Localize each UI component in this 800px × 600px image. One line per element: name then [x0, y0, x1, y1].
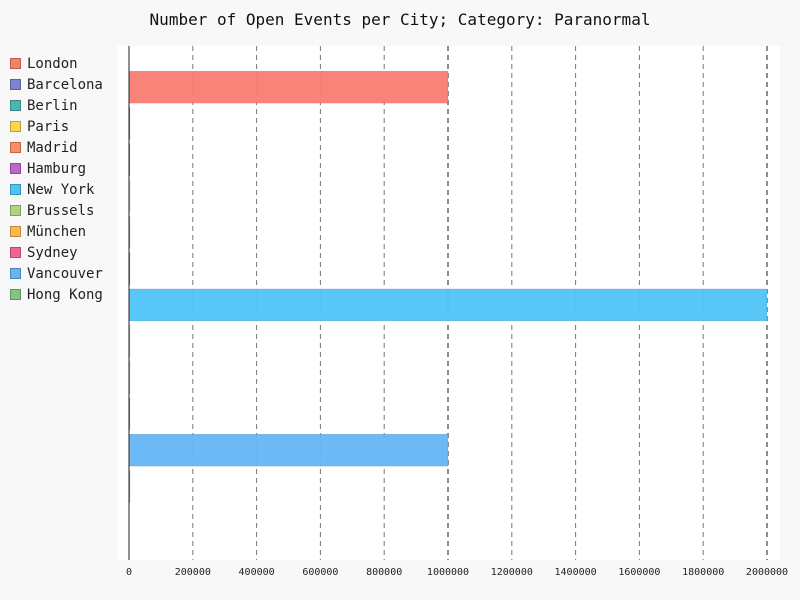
x-tick-label: 1400000	[555, 567, 597, 578]
legend-label: Barcelona	[27, 76, 103, 93]
legend-swatch	[10, 121, 21, 132]
legend-label: Vancouver	[27, 265, 103, 282]
legend-swatch	[10, 58, 21, 69]
legend-label: Berlin	[27, 97, 78, 114]
legend-swatch	[10, 289, 21, 300]
legend-swatch	[10, 226, 21, 237]
x-tick-label: 600000	[302, 567, 338, 578]
bar-new-york	[128, 288, 768, 322]
legend-item: London	[10, 53, 103, 74]
x-tick-label: 1800000	[682, 567, 724, 578]
x-tick-label: 400000	[239, 567, 275, 578]
legend-swatch	[10, 247, 21, 258]
legend-label: Madrid	[27, 139, 78, 156]
legend-swatch	[10, 79, 21, 90]
legend-item: München	[10, 221, 103, 242]
legend-item: Vancouver	[10, 263, 103, 284]
legend-item: Hamburg	[10, 158, 103, 179]
legend-item: New York	[10, 179, 103, 200]
legend-item: Hong Kong	[10, 284, 103, 305]
legend-label: New York	[27, 181, 95, 198]
legend-swatch	[10, 268, 21, 279]
legend-swatch	[10, 163, 21, 174]
x-tick-label: 1600000	[618, 567, 660, 578]
legend-item: Barcelona	[10, 74, 103, 95]
legend-label: Paris	[27, 118, 70, 135]
legend-label: Sydney	[27, 244, 78, 261]
legend-swatch	[10, 142, 21, 153]
legend-swatch	[10, 100, 21, 111]
legend-item: Brussels	[10, 200, 103, 221]
x-tick-label: 800000	[366, 567, 402, 578]
bar-vancouver	[128, 433, 449, 467]
legend-item: Sydney	[10, 242, 103, 263]
legend-swatch	[10, 184, 21, 195]
legend-item: Madrid	[10, 137, 103, 158]
legend-label: Brussels	[27, 202, 95, 219]
x-tick-label: 200000	[175, 567, 211, 578]
x-tick-label: 2000000	[746, 567, 788, 578]
chart-title: Number of Open Events per City; Category…	[149, 10, 651, 29]
legend-label: Hong Kong	[27, 286, 103, 303]
legend-swatch	[10, 205, 21, 216]
x-tick-label: 1000000	[427, 567, 469, 578]
legend-label: London	[27, 55, 78, 72]
legend: London Barcelona Berlin Paris Madrid Hamburg N…	[10, 53, 103, 305]
x-tick-label: 1200000	[491, 567, 533, 578]
legend-label: Hamburg	[27, 160, 87, 177]
x-tick-label: 0	[126, 567, 132, 578]
legend-item: Paris	[10, 116, 103, 137]
legend-label: München	[27, 223, 87, 240]
legend-item: Berlin	[10, 95, 103, 116]
bar-london	[128, 70, 449, 104]
